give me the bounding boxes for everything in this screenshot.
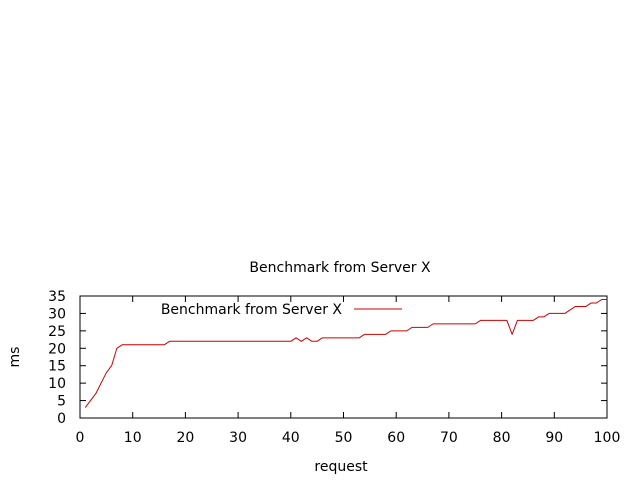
y-tick-label: 35 [48,289,66,305]
x-tick-label: 100 [594,430,621,446]
x-tick-label: 20 [176,430,194,446]
chart-title: Benchmark from Server X [249,260,431,276]
y-tick-label: 30 [48,306,66,322]
series [84,298,607,408]
x-tick-label: 90 [545,430,563,446]
series-line [84,298,607,408]
plot-frame [79,295,608,419]
legend: Benchmark from Server X [161,302,402,318]
y-tick-label: 25 [48,324,66,340]
legend-label: Benchmark from Server X [161,302,343,318]
x-tick-label: 70 [440,430,458,446]
x-tick-label: 10 [124,430,142,446]
y-tick-label: 20 [48,341,66,357]
y-tick-label: 10 [48,376,66,392]
axes [79,295,608,419]
x-tick-label: 30 [229,430,247,446]
x-tick-label: 60 [387,430,405,446]
y-tick-label: 15 [48,359,66,375]
x-tick-label: 50 [335,430,353,446]
x-tick-label: 40 [282,430,300,446]
y-axis-label: ms [7,347,23,368]
y-tick-label: 0 [57,411,66,427]
x-tick-label: 80 [493,430,511,446]
x-axis-label: request [314,459,368,475]
x-tick-label: 0 [76,430,85,446]
y-tick-label: 5 [57,394,66,410]
